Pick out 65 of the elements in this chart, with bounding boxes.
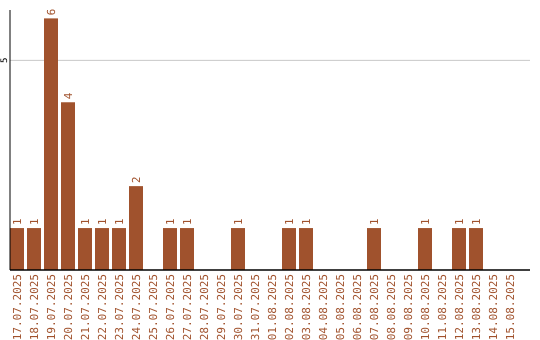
x-tick-label: 15.08.2025 — [504, 274, 517, 340]
x-tick-label: 18.07.2025 — [28, 274, 41, 340]
bar — [95, 228, 109, 270]
x-tick-label: 02.08.2025 — [283, 274, 296, 340]
bar — [299, 228, 313, 270]
data-label: 1 — [181, 218, 194, 226]
data-label: 1 — [470, 218, 483, 226]
x-tick-label: 19.07.2025 — [45, 274, 58, 340]
x-tick-label: 12.08.2025 — [453, 274, 466, 340]
data-label: 1 — [79, 218, 92, 226]
x-tick-label: 14.08.2025 — [487, 274, 500, 340]
bar — [44, 18, 58, 270]
x-tick-label: 25.07.2025 — [147, 274, 160, 340]
x-tick-label: 10.08.2025 — [419, 274, 432, 340]
data-label: 1 — [96, 218, 109, 226]
x-tick-label: 27.07.2025 — [181, 274, 194, 340]
bar — [163, 228, 177, 270]
x-tick-label: 05.08.2025 — [334, 274, 347, 340]
x-tick-label: 17.07.2025 — [11, 274, 24, 340]
bar — [282, 228, 296, 270]
data-label: 1 — [419, 218, 432, 226]
y-tick-label: 5 — [0, 58, 10, 64]
x-tick-label: 26.07.2025 — [164, 274, 177, 340]
x-tick-label: 30.07.2025 — [232, 274, 245, 340]
bar — [418, 228, 432, 270]
data-label: 1 — [11, 218, 24, 226]
bar — [10, 228, 24, 270]
x-tick-label: 07.08.2025 — [368, 274, 381, 340]
x-tick-label: 24.07.2025 — [130, 274, 143, 340]
x-tick-label: 11.08.2025 — [436, 274, 449, 340]
bar — [129, 186, 143, 270]
bar — [112, 228, 126, 270]
x-tick-label: 13.08.2025 — [470, 274, 483, 340]
x-tick-label: 29.07.2025 — [215, 274, 228, 340]
x-tick-label: 08.08.2025 — [385, 274, 398, 340]
x-tick-label: 21.07.2025 — [79, 274, 92, 340]
data-label: 1 — [300, 218, 313, 226]
bar — [452, 228, 466, 270]
x-tick-label: 04.08.2025 — [317, 274, 330, 340]
x-tick-label: 09.08.2025 — [402, 274, 415, 340]
data-label: 1 — [368, 218, 381, 226]
data-label: 1 — [28, 218, 41, 226]
data-label: 2 — [130, 176, 143, 184]
bar — [469, 228, 483, 270]
bar — [180, 228, 194, 270]
data-label: 1 — [283, 218, 296, 226]
bar — [367, 228, 381, 270]
bar — [61, 102, 75, 270]
x-tick-label: 22.07.2025 — [96, 274, 109, 340]
x-tick-label: 28.07.2025 — [198, 274, 211, 340]
data-label: 4 — [62, 92, 75, 100]
x-tick-label: 06.08.2025 — [351, 274, 364, 340]
x-tick-label: 03.08.2025 — [300, 274, 313, 340]
x-tick-label: 23.07.2025 — [113, 274, 126, 340]
x-tick-label: 20.07.2025 — [62, 274, 75, 340]
data-label: 1 — [164, 218, 177, 226]
x-tick-label: 31.07.2025 — [249, 274, 262, 340]
data-label: 1 — [453, 218, 466, 226]
bar — [78, 228, 92, 270]
bar — [231, 228, 245, 270]
data-label: 6 — [45, 8, 58, 16]
data-label: 1 — [232, 218, 245, 226]
data-label: 1 — [113, 218, 126, 226]
x-tick-label: 01.08.2025 — [266, 274, 279, 340]
bar — [27, 228, 41, 270]
